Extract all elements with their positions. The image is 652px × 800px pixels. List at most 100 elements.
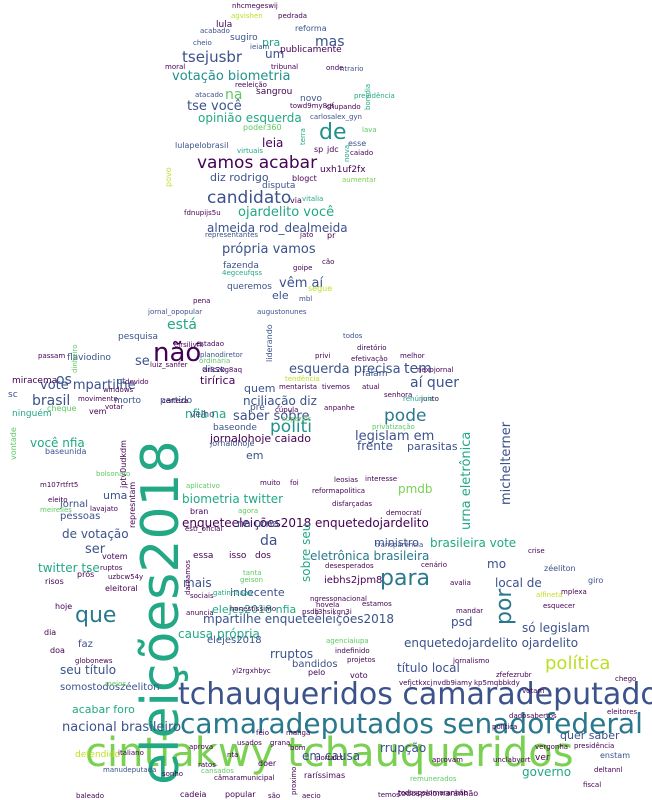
cloud-word: zéeliton <box>544 564 576 573</box>
cloud-word: baleado <box>76 792 104 800</box>
cloud-word: mpartilhe enqueteeleições2018 <box>203 612 394 626</box>
cloud-word: para <box>380 566 430 591</box>
cloud-word: novo <box>300 94 323 104</box>
cloud-word: anuncia <box>186 609 214 617</box>
cloud-word: elejes2018 <box>207 635 262 646</box>
cloud-word: esquecer <box>543 602 576 610</box>
cloud-word: em <box>246 449 264 462</box>
cloud-word: ntrario <box>340 65 364 73</box>
cloud-word: m107rtfrt5 <box>40 481 79 489</box>
cloud-word: candidato <box>207 188 292 208</box>
cloud-word: reforma <box>295 24 327 33</box>
cloud-word: não <box>153 338 202 368</box>
cloud-word: enstam <box>600 751 630 760</box>
cloud-word: velho <box>190 410 215 420</box>
cloud-word: votar <box>105 403 124 411</box>
cloud-word: meirelles <box>40 506 72 514</box>
cloud-word: alfineta <box>536 591 563 599</box>
cloud-word: reeleição <box>235 81 267 89</box>
cloud-word: votam <box>522 687 545 695</box>
cloud-word: leosias <box>334 476 359 484</box>
cloud-word: diretório <box>357 344 387 352</box>
cloud-word: j3hsikgn3i <box>316 608 352 616</box>
cloud-word: tchauqueridos camaradeputados <box>178 677 652 712</box>
cloud-word: eleito <box>48 496 68 504</box>
cloud-word: biometria twitter <box>182 492 284 506</box>
cloud-word: eletrônica brasileira <box>310 549 430 563</box>
cloud-word: esquerda precisa <box>289 362 401 377</box>
cloud-word: cintiakwy tchauqueridos <box>85 730 574 776</box>
cloud-word: bandidos <box>292 659 338 670</box>
cloud-word: certeza <box>162 397 189 405</box>
cloud-word: devido <box>125 378 149 386</box>
cloud-word: quer saber <box>560 729 620 742</box>
cloud-word: sp <box>314 145 324 154</box>
cloud-word: cansados <box>201 767 234 775</box>
cloud-word: senhora <box>384 391 413 399</box>
cloud-word: pena <box>193 297 211 305</box>
cloud-word: são <box>268 792 281 800</box>
cloud-word: liderando <box>265 324 274 362</box>
cloud-word: ngressonacional <box>310 595 367 603</box>
cloud-word: muito <box>260 479 281 487</box>
cloud-word: estadao <box>196 340 225 348</box>
cloud-word: pedrada <box>278 12 308 20</box>
cloud-word: sc <box>8 390 18 400</box>
cloud-word: essa <box>193 551 214 561</box>
cloud-word: governo <box>522 765 572 779</box>
cloud-word: aumentar <box>342 176 377 184</box>
cloud-word: camaradeputados senadofederal <box>180 707 643 740</box>
cloud-word: giro <box>588 576 604 585</box>
cloud-word: dinheiro <box>71 344 79 373</box>
cloud-word: um <box>265 47 285 61</box>
cloud-word: deltannl <box>594 766 623 774</box>
cloud-word: nacional brasileiro <box>62 720 182 735</box>
cloud-word: partido <box>160 396 193 406</box>
cloud-word: nciliação diz <box>243 394 317 408</box>
cloud-word: doer <box>258 759 277 768</box>
cloud-word: pode <box>384 406 427 426</box>
cloud-word: enquetedojardelito ojardelito <box>404 636 579 650</box>
cloud-word: luiz_sanfer <box>150 361 188 369</box>
cloud-word: defendido <box>75 750 121 760</box>
cloud-word: tirírica <box>200 374 236 387</box>
cloud-word: sobre seu <box>299 523 313 582</box>
cloud-word: uxh1uf2fx <box>320 165 366 175</box>
cloud-word: cadeia <box>180 790 207 799</box>
cloud-word: unclabyort <box>493 756 531 764</box>
cloud-word: feio <box>256 729 269 737</box>
cloud-word: vergonha <box>535 743 569 751</box>
cloud-word: twitter tse <box>38 561 100 575</box>
cloud-word: saber sobre <box>233 409 310 424</box>
cloud-word: planodiretor <box>200 351 243 359</box>
cloud-word: chego <box>615 675 637 683</box>
cloud-word: pesquisa <box>118 332 159 342</box>
cloud-word: brasileira vote <box>430 536 517 550</box>
cloud-word: prós <box>77 570 95 579</box>
cloud-word: movimento <box>78 395 118 403</box>
cloud-word: se <box>135 354 150 369</box>
cloud-word: cão <box>322 258 335 266</box>
cloud-word: represntam <box>128 481 137 528</box>
cloud-word: projetos <box>347 656 376 664</box>
cloud-word: quem <box>244 382 276 395</box>
cloud-word: augustonunes <box>257 308 307 316</box>
cloud-word: almeida rod_dealmeida <box>207 221 348 235</box>
cloud-word: jdc <box>327 145 339 154</box>
cloud-word: mplexa <box>561 588 587 596</box>
cloud-word: chupando <box>326 103 361 111</box>
cloud-word: proximo <box>290 766 298 795</box>
cloud-word: morto <box>114 396 142 406</box>
cloud-word: própria vamos <box>222 242 316 257</box>
cloud-word: políti <box>270 417 313 437</box>
cloud-word: passam <box>38 352 66 360</box>
cloud-word: mo <box>487 557 507 571</box>
cloud-word: flaviodino <box>67 353 111 363</box>
cloud-word: manudeputada <box>103 766 157 774</box>
cloud-word: miracema <box>12 376 58 386</box>
cloud-word: meios <box>105 680 126 688</box>
cloud-word: vêm aí <box>279 276 324 291</box>
cloud-word: pelo <box>308 668 326 677</box>
cloud-word: popular <box>225 790 256 799</box>
cloud-word: disso <box>202 365 226 375</box>
